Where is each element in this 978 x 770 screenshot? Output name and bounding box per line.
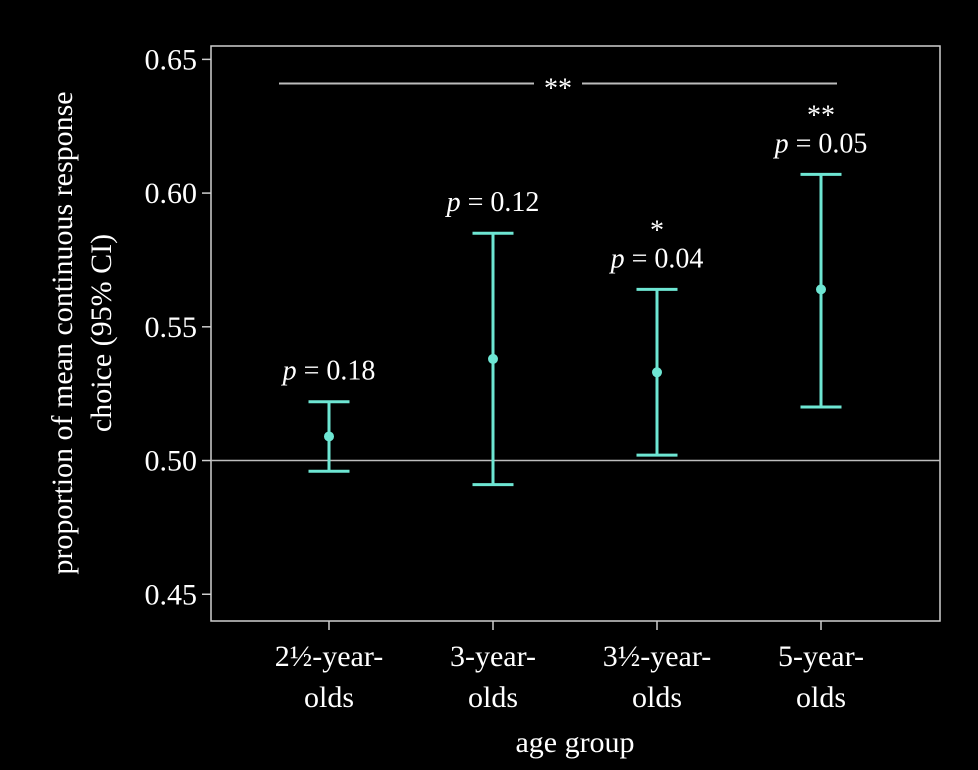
x-tick-label-line-2: olds xyxy=(468,681,518,714)
mean-point xyxy=(816,284,826,295)
x-axis-title: age group xyxy=(515,726,634,759)
x-tick-label: 3½-year- xyxy=(603,640,712,673)
x-tick-label: 5-year- xyxy=(778,640,864,673)
y-tick-label: 0.65 xyxy=(145,43,198,76)
mean-point xyxy=(488,353,498,364)
p-value-label: p = 0.12 xyxy=(445,187,540,218)
y-axis-title-line-2: choice (95% CI) xyxy=(85,234,118,432)
significance-stars: * xyxy=(650,215,664,246)
significance-stars: ** xyxy=(807,100,835,131)
p-value-label: p = 0.04 xyxy=(609,243,704,274)
plot-frame xyxy=(210,45,941,622)
bracket-stars: ** xyxy=(544,73,572,104)
plot-area: 0.45 0.50 0.55 0.60 0.65 2½-year-olds 3-year-o… xyxy=(145,43,941,714)
x-tick-label-line-2: olds xyxy=(632,681,682,714)
y-tick-label: 0.60 xyxy=(145,177,198,210)
mean-point xyxy=(652,367,662,378)
x-tick-label: 3-year- xyxy=(450,640,536,673)
y-tick-label: 0.50 xyxy=(145,445,198,478)
x-tick-label: 2½-year- xyxy=(275,640,384,673)
p-value-label: p = 0.05 xyxy=(773,128,868,159)
x-tick-label-line-2: olds xyxy=(304,681,354,714)
x-tick-label-line-2: olds xyxy=(796,681,846,714)
y-axis-title-line-1: proportion of mean continuous response xyxy=(46,91,79,574)
y-tick-label: 0.45 xyxy=(145,578,198,611)
p-value-label: p = 0.18 xyxy=(281,356,376,387)
y-tick-label: 0.55 xyxy=(145,311,198,344)
mean-point xyxy=(324,431,334,442)
